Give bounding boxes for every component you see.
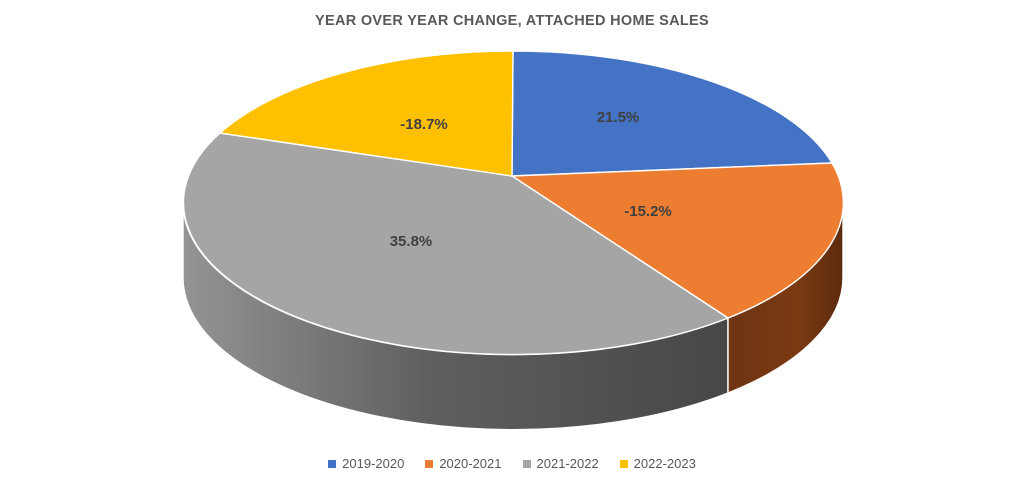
legend-label-2021-2022: 2021-2022 (536, 456, 599, 471)
legend-item-2022-2023[interactable]: 2022-2023 (619, 456, 696, 471)
legend-label-2022-2023: 2022-2023 (633, 456, 696, 471)
legend-swatch-2021-2022 (522, 459, 531, 468)
legend: 2019-2020 2020-2021 2021-2022 2022-2023 (0, 457, 1024, 470)
legend-swatch-2019-2020 (328, 459, 337, 468)
legend-item-2021-2022[interactable]: 2021-2022 (522, 456, 599, 471)
legend-item-2019-2020[interactable]: 2019-2020 (328, 457, 404, 470)
pie-slice-2021-2022[interactable] (182, 132, 729, 356)
pie-slice-2020-2021[interactable] (511, 162, 845, 319)
data-label-2020-2021: -15.2% (624, 203, 672, 220)
data-label-2022-2023: -18.7% (400, 116, 448, 133)
chart-title: YEAR OVER YEAR CHANGE, ATTACHED HOME SAL… (315, 13, 709, 29)
legend-label-2020-2021: 2020-2021 (439, 456, 502, 471)
legend-swatch-2020-2021 (425, 459, 434, 468)
legend-swatch-2022-2023 (619, 459, 628, 468)
pie-slice-2022-2023[interactable] (219, 50, 514, 177)
legend-label-2019-2020: 2019-2020 (342, 456, 405, 471)
pie-slice-2019-2020[interactable] (511, 50, 833, 177)
data-label-2021-2022: 35.8% (390, 233, 433, 250)
data-label-2019-2020: 21.5% (597, 109, 640, 126)
legend-item-2020-2021[interactable]: 2020-2021 (425, 456, 502, 471)
